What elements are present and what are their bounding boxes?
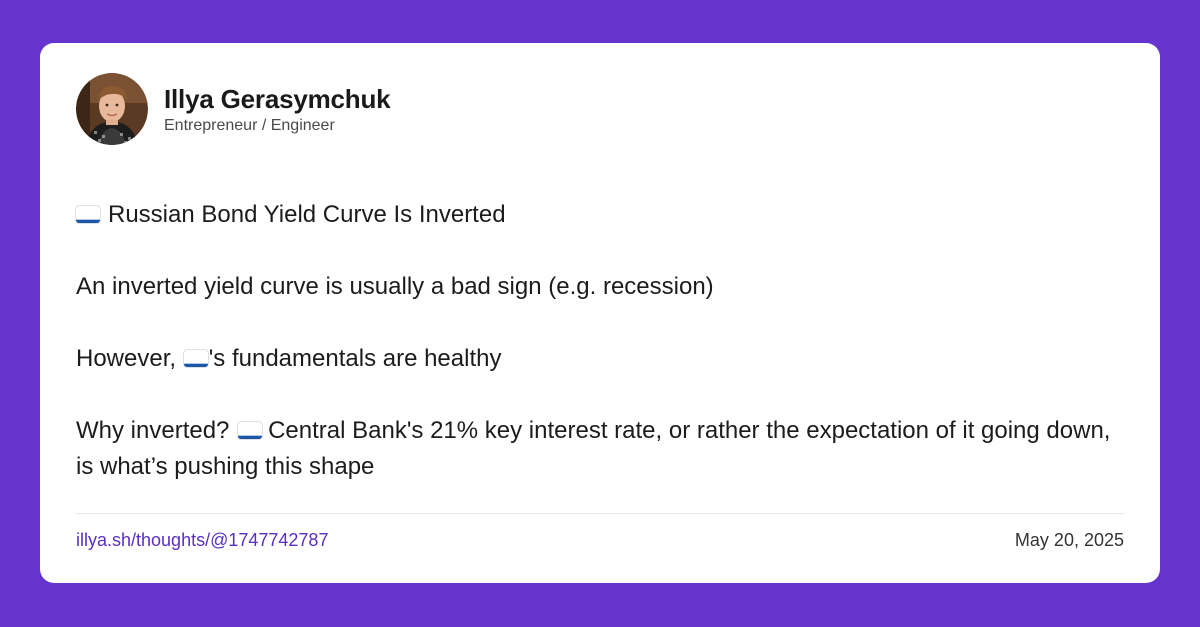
permalink[interactable]: illya.sh/thoughts/@1747742787 bbox=[76, 530, 329, 550]
author-role: Entrepreneur / Engineer bbox=[164, 116, 335, 134]
post-card: Illya Gerasymchuk Entrepreneur / Enginee… bbox=[40, 43, 1160, 583]
avatar[interactable] bbox=[76, 73, 148, 145]
post-title: Russian Bond Yield Curve Is Inverted bbox=[76, 197, 1126, 233]
post-paragraph-2: However, 's fundamentals are healthy bbox=[76, 341, 1126, 377]
post-paragraph-2-pre: However, bbox=[76, 345, 183, 372]
post-title-text: Russian Bond Yield Curve Is Inverted bbox=[108, 201, 506, 228]
avatar-photo-icon bbox=[76, 73, 148, 145]
russia-flag-icon bbox=[183, 350, 208, 367]
footer-divider bbox=[76, 513, 1124, 514]
russia-flag-icon bbox=[76, 206, 100, 223]
author-header: Illya Gerasymchuk Entrepreneur / Enginee… bbox=[76, 73, 391, 145]
post-body: Russian Bond Yield Curve Is Inverted An … bbox=[76, 197, 1126, 485]
post-paragraph-2-post: 's fundamentals are healthy bbox=[208, 345, 502, 372]
post-paragraph-3-post: Central Bank's 21% key interest rate, or… bbox=[76, 417, 1111, 480]
post-date: May 20, 2025 bbox=[1014, 530, 1124, 550]
post-paragraph-3: Why inverted? Central Bank's 21% key int… bbox=[76, 413, 1126, 485]
russia-flag-icon bbox=[238, 422, 263, 439]
author-name[interactable]: Illya Gerasymchuk bbox=[164, 83, 391, 114]
post-paragraph-1: An inverted yield curve is usually a bad… bbox=[76, 273, 714, 300]
post-paragraph-3-pre: Why inverted? bbox=[76, 417, 230, 444]
